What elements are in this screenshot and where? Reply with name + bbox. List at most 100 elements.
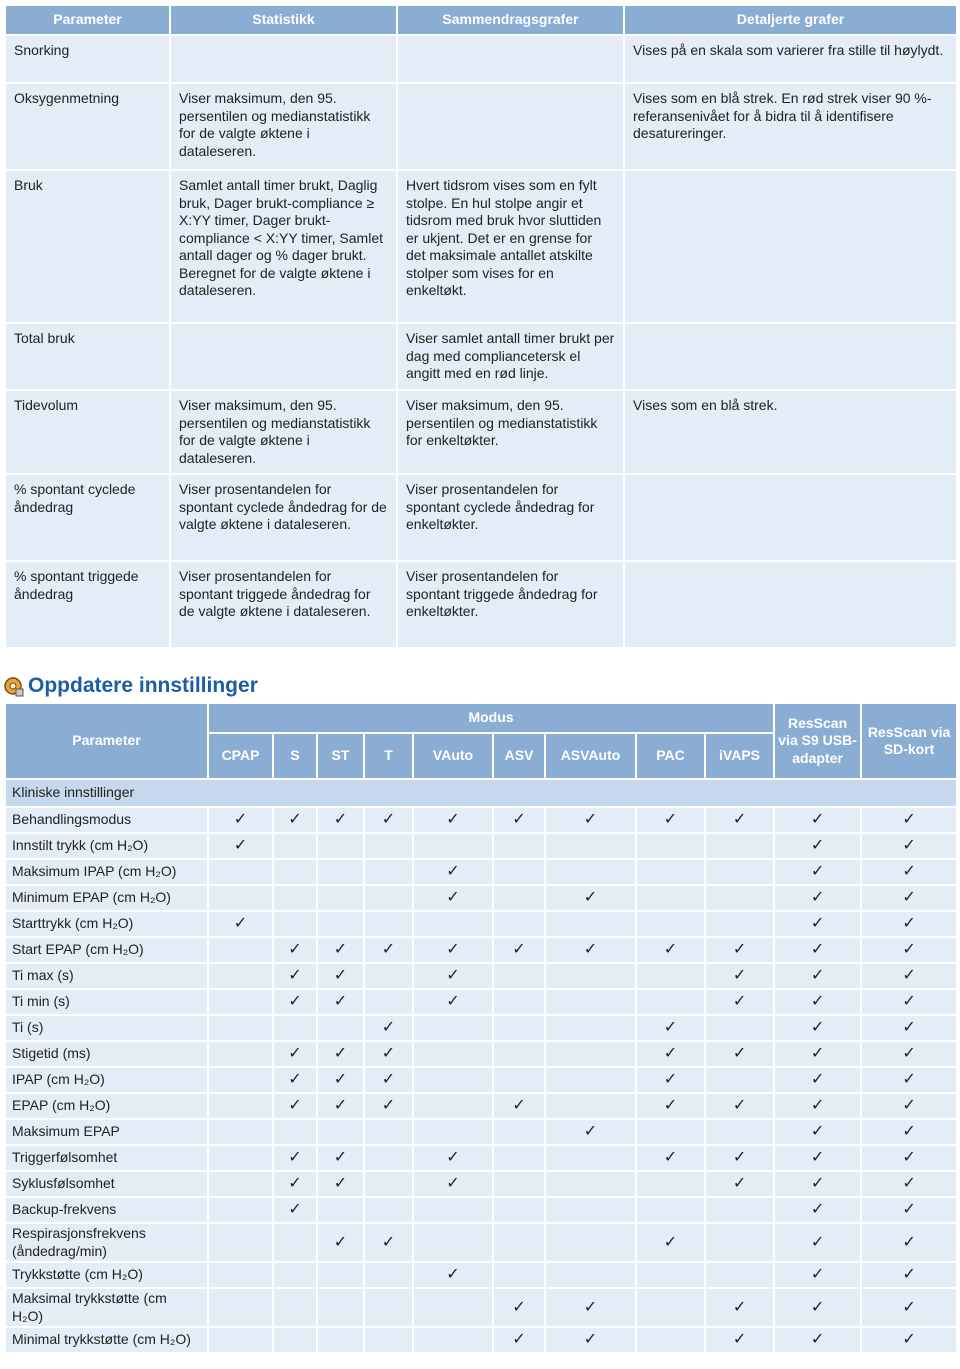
cell: % spontant cyclede åndedrag [4, 473, 171, 562]
row: Stigetid (ms) ✓ ✓ ✓ ✓ ✓ ✓ ✓ [4, 1040, 959, 1068]
check: ✓ [635, 1222, 706, 1263]
row: Snorking Vises på en skala som varierer f… [4, 34, 958, 84]
cell [492, 910, 546, 938]
cell [316, 1261, 365, 1289]
cell [316, 832, 365, 860]
check: ✓ [272, 988, 318, 1016]
cell: Viser samlet antall timer brukt per dag … [396, 322, 625, 391]
check: ✓ [703, 806, 776, 834]
check: ✓ [316, 1040, 365, 1068]
cell [207, 936, 274, 964]
header-cell: Parameter [4, 4, 171, 36]
cell [635, 1287, 706, 1328]
cell [363, 832, 414, 860]
cell [544, 1014, 637, 1042]
cell [412, 910, 494, 938]
cell: Hvert tidsrom vises som en fylt stolpe. … [396, 169, 625, 324]
check: ✓ [773, 858, 863, 886]
cell [703, 910, 776, 938]
cell: % spontant triggede åndedrag [4, 560, 171, 649]
cell: Viser prosentandelen for spontant trigge… [169, 560, 398, 649]
cell [544, 1092, 637, 1120]
row: Tidevolum Viser maksimum, den 95. persent… [4, 389, 958, 475]
row: Respirasjonsfrekvens (åndedrag/min) ✓ ✓ ✓ ✓ ✓ [4, 1222, 959, 1263]
cell: Oksygenmetning [4, 82, 171, 171]
check: ✓ [635, 1092, 706, 1120]
cell [635, 1326, 706, 1354]
statistics-table: Parameter Statistikk Sammendragsgrafer Deta… [4, 4, 958, 649]
cell [623, 473, 958, 562]
settings-table: Parameter Modus ResScan via S9 USB-adapter… [3, 702, 959, 1354]
cell [207, 1326, 274, 1354]
cell [207, 1014, 274, 1042]
check: ✓ [412, 806, 494, 834]
cell [492, 832, 546, 860]
check: ✓ [272, 1196, 318, 1224]
cell: Viser maksimum, den 95. persentilen og m… [396, 389, 625, 475]
check: ✓ [703, 1170, 776, 1198]
cell: Total bruk [4, 322, 171, 391]
cell [544, 1066, 637, 1094]
cell [316, 858, 365, 886]
row: % spontant triggede åndedrag Viser prosen… [4, 560, 958, 649]
check: ✓ [860, 1014, 959, 1042]
check: ✓ [635, 1144, 706, 1172]
cell [635, 1118, 706, 1146]
cell [363, 1196, 414, 1224]
header-cell: CPAP [207, 732, 274, 780]
check: ✓ [860, 1170, 959, 1198]
header-cell: ResScan via S9 USB-adapter [773, 702, 863, 780]
check: ✓ [272, 936, 318, 964]
check: ✓ [544, 806, 637, 834]
header-cell: ResScan via SD-kort [860, 702, 959, 780]
check: ✓ [703, 1040, 776, 1068]
check: ✓ [773, 1170, 863, 1198]
header-cell: Modus [206, 702, 776, 734]
check: ✓ [412, 884, 494, 912]
parameter: Triggerfølsomhet [4, 1144, 209, 1172]
header-row: Parameter Modus ResScan via S9 USB-adapter… [4, 702, 959, 780]
row: EPAP (cm H₂O) ✓ ✓ ✓ ✓ ✓ ✓ ✓ ✓ [4, 1092, 959, 1120]
cell: Viser prosentandelen for spontant trigge… [396, 560, 625, 649]
cell [492, 884, 546, 912]
check: ✓ [363, 1222, 414, 1263]
check: ✓ [860, 936, 959, 964]
parameter: Maksimum IPAP (cm H₂O) [4, 858, 209, 886]
cell [544, 988, 637, 1016]
parameter: Minimal trykkstøtte (cm H₂O) [4, 1326, 209, 1354]
check: ✓ [860, 1222, 959, 1263]
check: ✓ [412, 1170, 494, 1198]
check: ✓ [272, 1144, 318, 1172]
check: ✓ [860, 1196, 959, 1224]
check: ✓ [363, 806, 414, 834]
cell [316, 1326, 365, 1354]
cell [363, 1326, 414, 1354]
cell: Vises på en skala som varierer fra still… [623, 34, 958, 84]
check: ✓ [773, 1014, 863, 1042]
cell [544, 1222, 637, 1263]
header-cell: S [272, 732, 318, 780]
cell [492, 1196, 546, 1224]
check: ✓ [492, 1287, 546, 1328]
check: ✓ [860, 1092, 959, 1120]
check: ✓ [635, 1040, 706, 1068]
check: ✓ [492, 936, 546, 964]
check: ✓ [492, 806, 546, 834]
cell [412, 1092, 494, 1120]
group-label: Kliniske innstillinger [3, 778, 959, 808]
check: ✓ [316, 988, 365, 1016]
cell [363, 988, 414, 1016]
check: ✓ [316, 1066, 365, 1094]
check: ✓ [773, 806, 863, 834]
parameter: IPAP (cm H₂O) [4, 1066, 209, 1094]
check: ✓ [207, 910, 274, 938]
row: Triggerfølsomhet ✓ ✓ ✓ ✓ ✓ ✓ ✓ [4, 1144, 959, 1172]
cell [492, 1222, 546, 1263]
check: ✓ [207, 832, 274, 860]
check: ✓ [635, 936, 706, 964]
cell [412, 1014, 494, 1042]
header-cell: ASV [492, 732, 546, 780]
check: ✓ [860, 1287, 959, 1328]
parameter: Backup-frekvens [4, 1196, 209, 1224]
